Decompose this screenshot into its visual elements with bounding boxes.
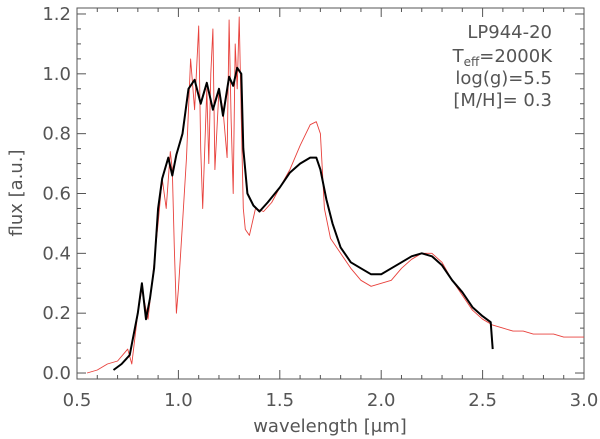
- x-axis-tick-labels: 0.5 1.0 1.5 2.0 2.5 3.0: [63, 390, 599, 411]
- annotation-metallicity: [M/H]= 0.3: [453, 90, 552, 111]
- series-line-model: [112, 66, 494, 371]
- y-axis-ticks: [77, 13, 584, 374]
- y-tick-label: 1.0: [42, 64, 71, 85]
- annotation-teff-sub: eff: [464, 55, 480, 69]
- x-tick-label: 1.0: [164, 390, 193, 411]
- y-tick-label: 0.8: [42, 124, 71, 145]
- x-tick-label: 2.0: [367, 390, 396, 411]
- annotation-block: LP944-20 Teff=2000K log(g)=5.5 [M/H]= 0.…: [452, 22, 554, 111]
- x-tick-label: 0.5: [63, 390, 92, 411]
- annotation-object: LP944-20: [467, 22, 552, 43]
- x-tick-label: 1.5: [265, 390, 294, 411]
- y-tick-label: 1.2: [42, 4, 71, 25]
- annotation-logg: log(g)=5.5: [455, 68, 552, 89]
- y-tick-label: 0.2: [42, 303, 71, 324]
- annotation-teff-suffix: =2000K: [479, 46, 553, 67]
- x-axis-label: wavelength [μm]: [253, 416, 407, 437]
- x-axis-ticks: [76, 8, 585, 379]
- y-tick-label: 0.0: [42, 363, 71, 384]
- y-tick-label: 0.4: [42, 243, 71, 264]
- y-axis-tick-labels: 0.0 0.2 0.4 0.6 0.8 1.0 1.2: [42, 4, 71, 384]
- x-tick-label: 3.0: [570, 390, 599, 411]
- y-tick-label: 0.6: [42, 184, 71, 205]
- x-tick-label: 2.5: [468, 390, 497, 411]
- series-layer: [86, 16, 584, 374]
- annotation-teff: Teff=2000K: [452, 46, 554, 69]
- annotation-teff-prefix: T: [452, 46, 465, 67]
- y-axis-label: flux [a.u.]: [6, 149, 27, 236]
